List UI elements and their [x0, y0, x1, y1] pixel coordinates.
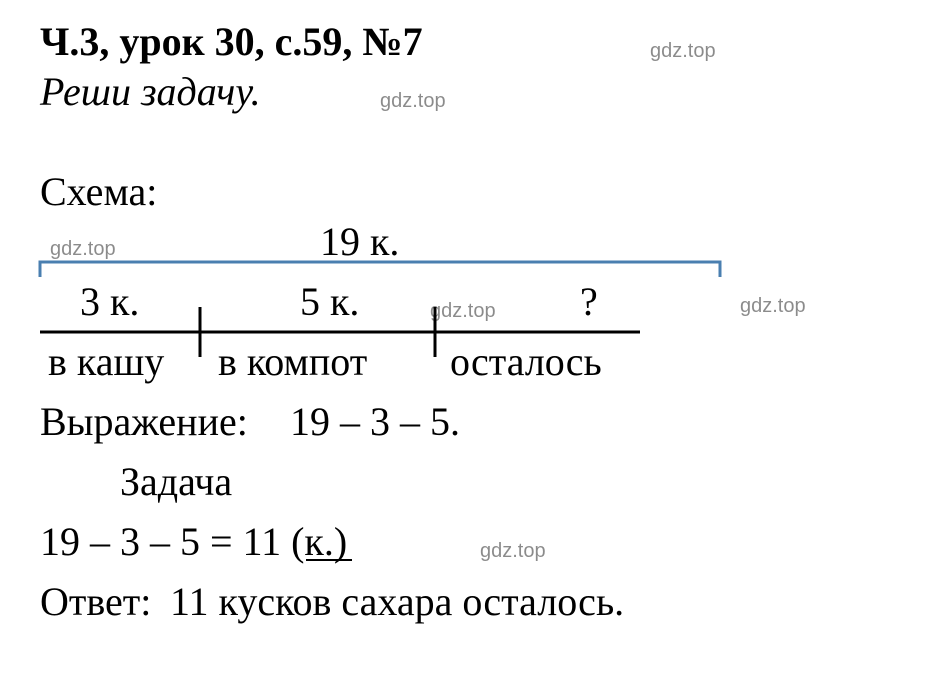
- diagram-part-value-2: ?: [580, 278, 598, 325]
- schema-label: Схема:: [40, 168, 157, 215]
- diagram-part-caption-2: осталось: [450, 338, 602, 385]
- answer-value: 11 кусков сахара осталось.: [170, 578, 624, 625]
- calculation: 19 – 3 – 5 = 11 (к.): [40, 518, 347, 565]
- diagram-total: 19 к.: [320, 218, 399, 265]
- diagram-part-caption-1: в компот: [218, 338, 367, 385]
- expression-value: 19 – 3 – 5.: [290, 398, 460, 445]
- diagram-part-value-1: 5 к.: [300, 278, 359, 325]
- watermark-4: gdz.top: [430, 300, 496, 323]
- watermark-3: gdz.top: [50, 238, 116, 261]
- page-title: Ч.3, урок 30, с.59, №7: [40, 18, 423, 65]
- expression-label: Выражение:: [40, 398, 248, 445]
- watermark-6: gdz.top: [480, 540, 546, 563]
- problem-heading: Задача: [120, 458, 232, 505]
- diagram-part-caption-0: в кашу: [48, 338, 164, 385]
- answer-label: Ответ:: [40, 578, 151, 625]
- diagram-part-value-0: 3 к.: [80, 278, 139, 325]
- watermark-5: gdz.top: [740, 295, 806, 318]
- watermark-1: gdz.top: [650, 40, 716, 63]
- watermark-2: gdz.top: [380, 90, 446, 113]
- task-instruction: Реши задачу.: [40, 68, 261, 115]
